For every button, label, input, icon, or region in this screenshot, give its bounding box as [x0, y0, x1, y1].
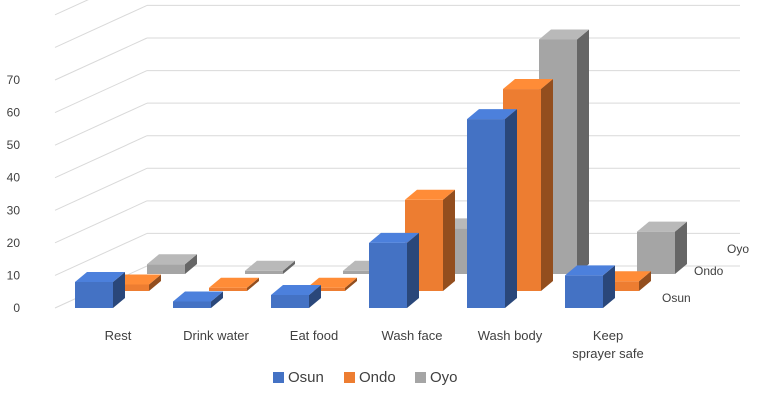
gridline-side — [54, 135, 148, 179]
bar-top-face — [369, 232, 419, 243]
y-tick-label: 10 — [7, 268, 21, 282]
bar-side-face — [211, 291, 223, 308]
x-tick-label: Keep sprayer safe — [572, 328, 644, 361]
bar-oyo-0 — [147, 254, 197, 274]
bar-top-face — [147, 254, 197, 265]
legend-item-osun: Osun — [273, 369, 324, 386]
bar-osun-0 — [75, 271, 125, 308]
bars — [75, 29, 687, 308]
gridline-side — [54, 167, 148, 211]
bar-top-face — [565, 265, 615, 276]
bar-top-face — [271, 284, 321, 295]
bar-osun-4 — [467, 109, 517, 308]
legend-swatch — [344, 372, 355, 383]
x-tick-label: Eat food — [290, 328, 338, 343]
bar-front-face — [369, 242, 407, 308]
legend-item-oyo: Oyo — [415, 369, 458, 386]
bar-top-face — [209, 277, 259, 288]
bar-side-face — [407, 232, 419, 308]
gridline-side — [54, 0, 89, 16]
x-axis-ticks: Rest Drink water Eat food Wash face Wash bod… — [105, 328, 644, 361]
bar-side-face — [283, 260, 295, 274]
bar-side-face — [247, 277, 259, 291]
y-tick-label: 20 — [7, 236, 21, 250]
bar-oyo-5 — [637, 221, 687, 274]
bar-side-face — [577, 29, 589, 274]
bar-oyo-1 — [245, 260, 295, 274]
legend-label: Osun — [288, 369, 324, 386]
bar-osun-5 — [565, 265, 615, 308]
bar-side-face — [443, 189, 455, 291]
bar-top-face — [405, 189, 455, 200]
bar-top-face — [637, 221, 687, 232]
bar-side-face — [185, 254, 197, 274]
legend-item-ondo: Ondo — [344, 369, 396, 386]
x-tick-label: Wash face — [382, 328, 443, 343]
bar-front-face — [75, 281, 113, 308]
bar-side-face — [505, 109, 517, 308]
bar-front-face — [173, 301, 211, 308]
bar-front-face — [245, 270, 283, 274]
legend-label: Ondo — [359, 369, 396, 386]
bar-osun-1 — [173, 291, 223, 308]
bar-side-face — [603, 265, 615, 308]
x-tick-label: Rest — [105, 328, 132, 343]
bar-side-face — [149, 274, 161, 291]
gridline-side — [54, 37, 148, 81]
depth-axis-label: Ondo — [694, 264, 724, 278]
y-tick-label: 40 — [7, 171, 21, 185]
bar-side-face — [675, 221, 687, 274]
bar-osun-3 — [369, 232, 419, 308]
gridline-side — [54, 4, 148, 48]
bar-side-face — [309, 284, 321, 308]
bar-side-face — [113, 271, 125, 308]
bar-front-face — [601, 281, 639, 291]
bar-top-face — [75, 271, 125, 282]
x-tick-label: Wash body — [478, 328, 543, 343]
y-tick-label: 30 — [7, 203, 21, 217]
bar-front-face — [565, 275, 603, 308]
bar-front-face — [271, 294, 309, 308]
bar-side-face — [639, 271, 651, 291]
bar-top-face — [503, 79, 553, 90]
bar-front-face — [307, 287, 345, 291]
gridline-side — [54, 70, 148, 114]
legend-swatch — [273, 372, 284, 383]
bar-front-face — [343, 270, 381, 274]
gridline-side — [54, 102, 148, 146]
bar-osun-2 — [271, 284, 321, 308]
legend: Osun Ondo Oyo — [273, 369, 458, 386]
y-tick-label: 70 — [7, 73, 21, 87]
bar-top-face — [467, 109, 517, 120]
depth-axis-label: Osun — [662, 291, 691, 305]
y-tick-label: 0 — [13, 301, 20, 315]
bar-side-face — [541, 79, 553, 291]
y-tick-label: 50 — [7, 138, 21, 152]
gridline-side — [54, 232, 148, 276]
bar-front-face — [111, 284, 149, 291]
gridline-side — [54, 200, 148, 244]
bar-top-face — [245, 260, 295, 271]
bar-ondo-1 — [209, 277, 259, 291]
legend-label: Oyo — [430, 369, 458, 386]
y-axis-ticks: 0 10 20 30 40 50 60 70 — [7, 73, 21, 315]
bar-top-face — [539, 29, 589, 40]
y-tick-label: 60 — [7, 106, 21, 120]
x-tick-label: Drink water — [183, 328, 249, 343]
bar-top-face — [173, 291, 223, 302]
depth-axis-label: Oyo — [727, 242, 749, 256]
bar-front-face — [467, 119, 505, 308]
bar-front-face — [209, 287, 247, 291]
bar-front-face — [637, 231, 675, 274]
legend-swatch — [415, 372, 426, 383]
bar-front-face — [147, 264, 185, 274]
bar-side-face — [345, 277, 357, 291]
